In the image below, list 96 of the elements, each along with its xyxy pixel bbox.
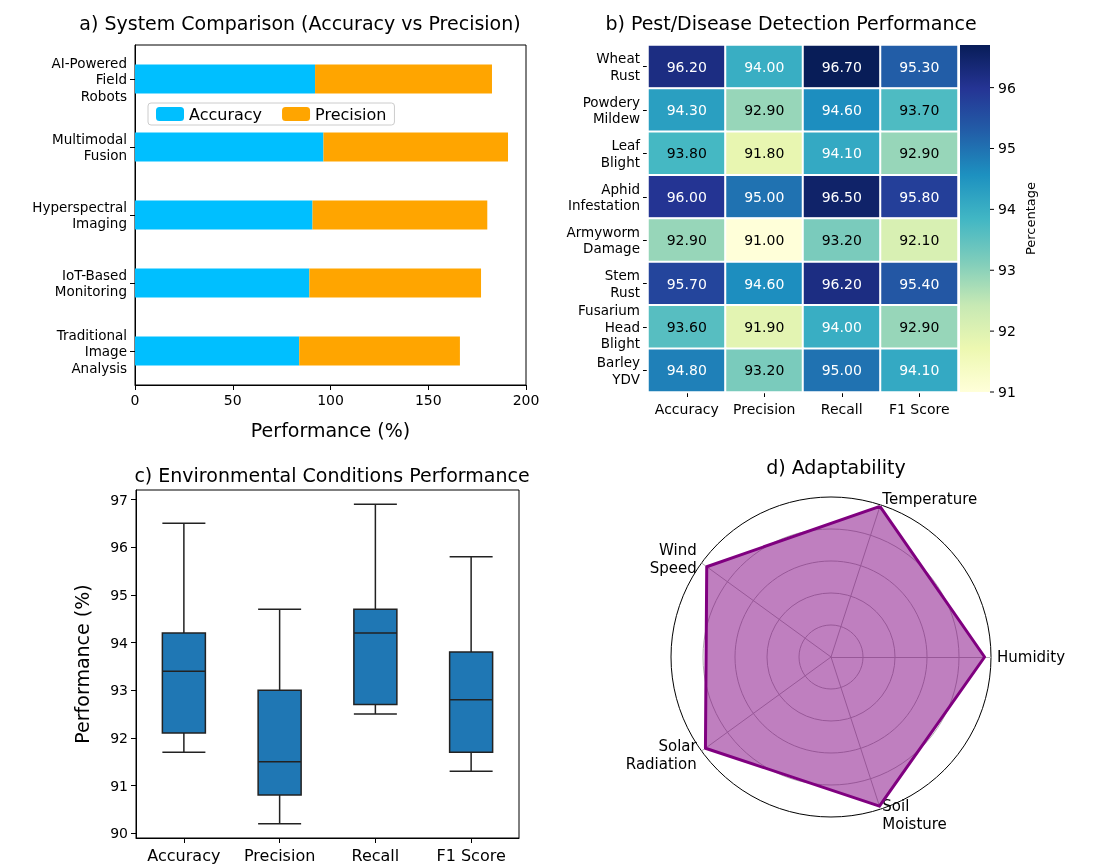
x-tick-label: 150 [414,392,442,408]
bar [323,132,509,162]
data-label: 96.20 [821,275,862,292]
spoke-label: Temperature [881,490,978,509]
data-label: 95.40 [899,275,940,292]
x-tick-label: F1 Score [436,846,506,865]
legend-label: Precision [315,104,387,124]
bar [309,268,482,298]
data-label: 93.20 [744,362,785,379]
y-tick-label: 94 [110,634,129,651]
data-label: 96.00 [666,188,707,205]
x-tick-label: 0 [130,392,140,408]
y-axis-title: Performance (%) [70,584,93,744]
data-label: 96.20 [666,58,707,75]
bar [135,200,313,230]
bar [135,64,316,94]
data-label: 94.30 [666,102,707,119]
x-tick-label: 100 [317,392,344,408]
x-tick-label: 200 [512,392,540,408]
y-tick-label: Fusarium Head Blight [578,302,640,352]
data-label: 92.10 [899,232,940,249]
data-label: 94.80 [666,362,707,379]
x-tick-label: F1 Score [888,400,950,417]
spoke-label: Wind Speed [649,541,697,578]
data-label: 94.00 [744,58,785,75]
y-tick-label: Traditional Image Analysis [55,326,127,376]
y-tick-label: AI-Powered Field Robots [51,54,127,104]
data-label: 95.00 [744,188,785,205]
bar [312,200,488,230]
y-tick-label: 97 [110,491,128,508]
spoke-label: Humidity [997,648,1066,666]
data-label: 96.50 [821,188,862,205]
data-label: 92.90 [666,232,707,249]
data-label: 94.60 [744,275,785,292]
y-tick-label: 96 [110,539,129,556]
data-label: 93.70 [899,102,940,119]
color-bar-label: 92 [998,323,1016,340]
x-tick-label: Recall [820,400,863,417]
y-tick-label: Aphid Infestation [567,180,640,214]
data-label: 95.00 [821,362,862,379]
x-axis-title: Performance (%) [250,418,411,441]
color-bar-label: 95 [998,140,1016,157]
bar [299,336,460,366]
color-bar-label: 93 [998,262,1016,279]
legend-label: Accuracy [189,104,263,124]
spoke-label: Solar Radiation [625,736,698,773]
color-bar-label: 91 [998,384,1016,400]
color-bar-title: Percentage [1022,181,1038,256]
y-tick-label: 90 [110,825,128,842]
chart-title: b) Pest/Disease Detection Performance [605,11,977,34]
bar [135,268,310,298]
data-label: 94.00 [821,318,862,335]
data-label: 93.80 [666,145,707,162]
data-label: 93.20 [821,232,862,249]
chart-title: d) Adaptability [766,455,906,478]
y-tick-label: 92 [110,729,128,746]
data-label: 92.90 [899,318,940,335]
x-tick-label: Precision [733,400,796,417]
y-tick-label: Stem Rust [604,267,640,300]
data-label: 92.90 [744,102,785,119]
spoke-label: Soil Moisture [882,796,947,833]
y-tick-label: IoT-Based Monitoring [54,266,127,300]
data-label: 91.00 [744,232,785,249]
bar [135,336,300,366]
y-tick-label: 93 [110,682,128,699]
chart-title: a) System Comparison (Accuracy vs Precision) [79,11,521,34]
data-label: 95.30 [899,58,940,75]
data-label: 91.80 [744,145,785,162]
x-tick-label: 50 [223,392,242,408]
data-label: 93.60 [666,318,707,335]
data-label: 91.90 [744,318,785,335]
x-tick-label: Recall [351,846,400,865]
bar [315,64,492,94]
y-tick-label: Leaf Blight [600,137,642,170]
y-tick-label: Hyperspectral Imaging [32,198,127,232]
y-tick-label: Barley YDV [596,354,641,387]
data-label: 94.10 [821,145,862,162]
x-tick-label: Accuracy [654,400,719,417]
bar [135,132,324,162]
data-label: 94.60 [821,102,862,119]
data-label: 94.10 [899,362,940,379]
data-label: 95.80 [899,188,940,205]
y-tick-label: Powdery Mildew [582,93,641,127]
color-bar-label: 94 [998,201,1016,218]
y-tick-label: 95 [110,586,128,603]
data-label: 96.70 [821,58,862,75]
y-tick-label: Wheat Rust [596,50,640,83]
chart-title: c) Environmental Conditions Performance [134,463,530,486]
y-tick-label: 91 [110,777,128,794]
data-label: 95.70 [666,275,707,292]
x-tick-label: Accuracy [147,846,221,865]
y-tick-label: Armyworm Damage [566,223,640,257]
y-tick-label: Multimodal Fusion [51,130,127,164]
x-tick-label: Precision [243,846,316,865]
color-bar-label: 96 [998,79,1016,96]
data-label: 92.90 [899,145,940,162]
